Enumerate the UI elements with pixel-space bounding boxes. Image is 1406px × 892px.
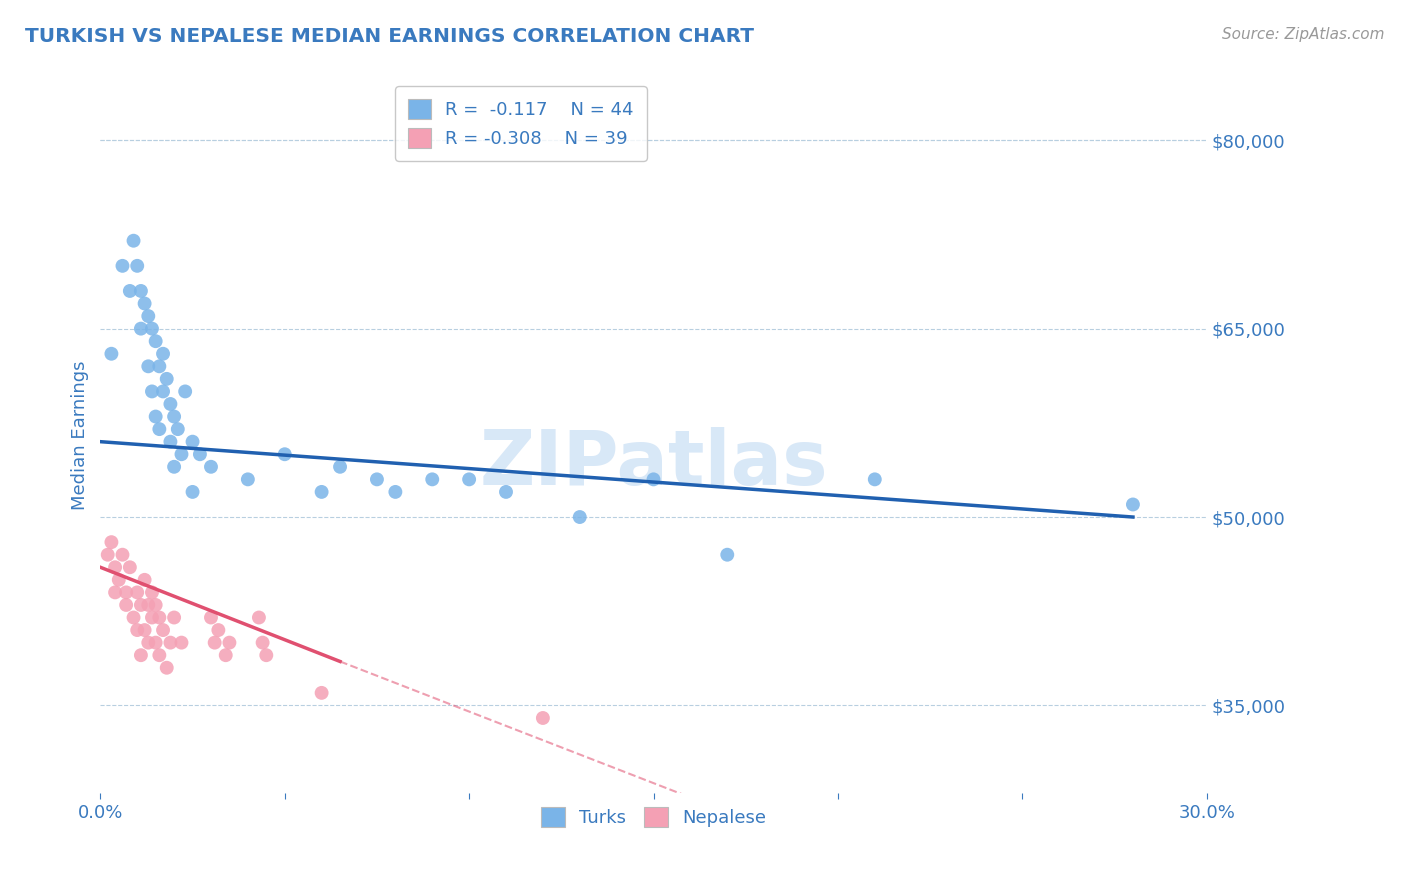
Point: [136, 359, 159, 374]
Point: [127, 585, 149, 599]
Point: [163, 610, 186, 624]
Point: [122, 610, 145, 624]
Point: [136, 635, 159, 649]
Point: [145, 334, 167, 349]
Point: [236, 472, 259, 486]
Point: [200, 610, 222, 624]
Point: [97, 548, 120, 562]
Point: [200, 459, 222, 474]
Point: [148, 359, 170, 374]
Point: [127, 623, 149, 637]
Point: [145, 409, 167, 424]
Point: [107, 573, 129, 587]
Point: [148, 422, 170, 436]
Point: [134, 296, 156, 310]
Text: TURKISH VS NEPALESE MEDIAN EARNINGS CORRELATION CHART: TURKISH VS NEPALESE MEDIAN EARNINGS CORR…: [25, 27, 754, 45]
Point: [458, 472, 481, 486]
Point: [141, 384, 163, 399]
Point: [118, 560, 141, 574]
Point: [111, 548, 134, 562]
Point: [115, 585, 138, 599]
Point: [643, 472, 665, 486]
Point: [141, 585, 163, 599]
Point: [141, 610, 163, 624]
Point: [207, 623, 229, 637]
Point: [134, 573, 156, 587]
Point: [254, 648, 277, 663]
Point: [127, 259, 149, 273]
Point: [111, 259, 134, 273]
Point: [163, 409, 186, 424]
Point: [188, 447, 211, 461]
Point: [156, 372, 179, 386]
Point: [100, 535, 122, 549]
Point: [170, 447, 193, 461]
Point: [311, 686, 333, 700]
Point: [145, 635, 167, 649]
Point: [170, 635, 193, 649]
Point: [1122, 498, 1144, 512]
Point: [152, 623, 174, 637]
Point: [531, 711, 554, 725]
Point: [252, 635, 274, 649]
Point: [863, 472, 886, 486]
Point: [366, 472, 388, 486]
Point: [311, 484, 333, 499]
Legend: Turks, Nepalese: Turks, Nepalese: [534, 800, 773, 834]
Point: [247, 610, 270, 624]
Point: [104, 585, 127, 599]
Point: [204, 635, 226, 649]
Point: [174, 384, 197, 399]
Point: [145, 598, 167, 612]
Text: ZIPatlas: ZIPatlas: [479, 427, 828, 501]
Point: [141, 321, 163, 335]
Point: [159, 635, 181, 649]
Point: [420, 472, 443, 486]
Point: [568, 510, 591, 524]
Point: [148, 648, 170, 663]
Point: [129, 321, 152, 335]
Point: [136, 309, 159, 323]
Point: [152, 347, 174, 361]
Point: [148, 610, 170, 624]
Point: [129, 598, 152, 612]
Point: [274, 447, 297, 461]
Point: [129, 648, 152, 663]
Point: [129, 284, 152, 298]
Point: [152, 384, 174, 399]
Point: [181, 484, 204, 499]
Point: [166, 422, 188, 436]
Point: [218, 635, 240, 649]
Point: [115, 598, 138, 612]
Point: [122, 234, 145, 248]
Point: [159, 397, 181, 411]
Y-axis label: Median Earnings: Median Earnings: [72, 360, 89, 510]
Point: [100, 347, 122, 361]
Point: [136, 598, 159, 612]
Point: [716, 548, 738, 562]
Point: [215, 648, 238, 663]
Point: [329, 459, 352, 474]
Point: [134, 623, 156, 637]
Point: [156, 661, 179, 675]
Point: [495, 484, 517, 499]
Point: [181, 434, 204, 449]
Point: [384, 484, 406, 499]
Text: Source: ZipAtlas.com: Source: ZipAtlas.com: [1222, 27, 1385, 42]
Point: [118, 284, 141, 298]
Point: [159, 434, 181, 449]
Point: [104, 560, 127, 574]
Point: [163, 459, 186, 474]
